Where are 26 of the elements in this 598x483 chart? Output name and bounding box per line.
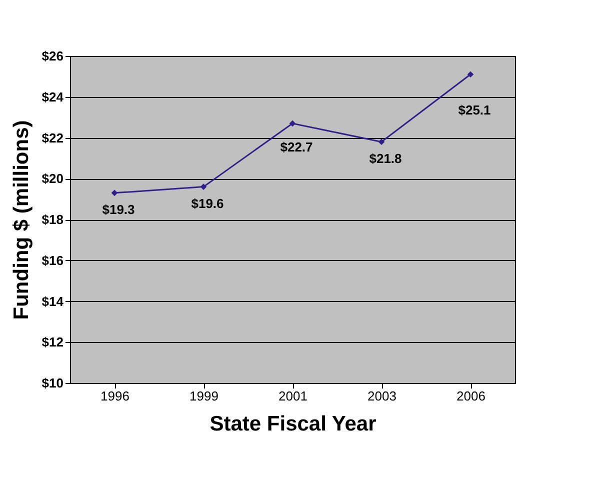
data-label: $19.6 [191, 196, 224, 211]
x-tick-label: 2001 [278, 388, 308, 404]
data-label: $21.8 [369, 150, 402, 166]
y-tick-label: $20 [42, 171, 64, 186]
y-axis-title: Funding $ (millions) [10, 120, 33, 320]
data-label: $22.7 [280, 139, 313, 154]
y-tick-label: $22 [42, 130, 64, 146]
point [200, 184, 207, 190]
y-tick-label: $24 [42, 89, 64, 104]
data-label: $25.1 [458, 102, 491, 118]
y-tick-label: $18 [42, 212, 64, 227]
y-tick-label: $14 [42, 294, 64, 309]
x-tick-label: 1996 [100, 388, 130, 404]
x-axis-title: State Fiscal Year [210, 412, 376, 436]
point [378, 138, 385, 145]
y-tick-label: $12 [42, 334, 64, 350]
point [111, 190, 118, 196]
y-tick-label: $16 [42, 252, 64, 268]
x-tick-label: 2006 [456, 388, 486, 404]
point [467, 71, 474, 78]
x-tick-label: 2003 [368, 388, 396, 404]
x-tick-label: 1999 [190, 388, 218, 404]
point [289, 120, 296, 127]
y-tick-label: $10 [42, 376, 64, 390]
y-tick-label: $26 [42, 48, 64, 64]
data-label: $19.3 [102, 202, 135, 217]
